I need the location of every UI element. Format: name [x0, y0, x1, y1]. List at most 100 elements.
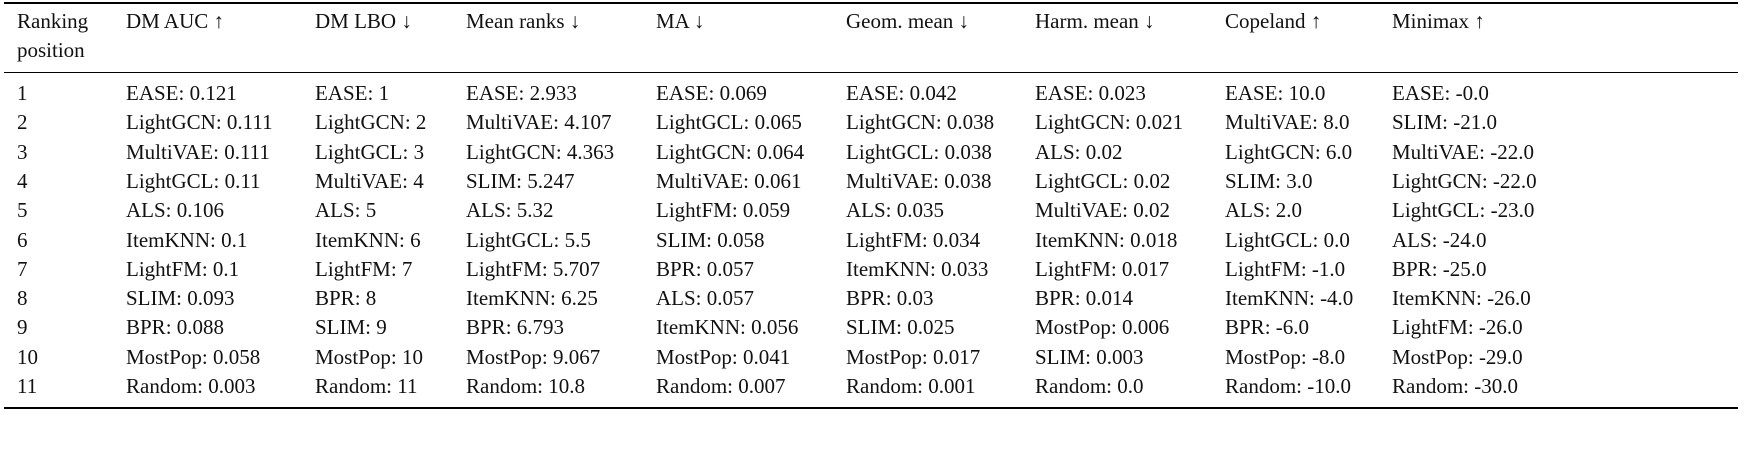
table-cell: ALS: 0.057	[656, 286, 755, 311]
table-cell: SLIM: 0.025	[846, 315, 955, 340]
table-cell: ALS: 5	[315, 198, 377, 223]
table-cell: EASE: 10.0	[1225, 81, 1326, 105]
table-cell: ALS: -24.0	[1392, 227, 1487, 252]
table-cell: ItemKNN: 6.25	[466, 286, 598, 311]
table-cell: LightFM: 7	[315, 256, 413, 281]
table-cell: EASE: 0.069	[656, 81, 767, 105]
column-header: Harm. mean ↓	[1035, 9, 1155, 33]
table-cell: SLIM: 0.058	[656, 227, 765, 252]
table-cell: LightGCL: 5.5	[466, 227, 591, 252]
table-cell: LightFM: 0.017	[1035, 256, 1170, 281]
table-cell: LightGCL: 3	[315, 139, 425, 164]
table-cell: MostPop: 0.017	[846, 344, 981, 369]
table-cell: Random: 0.001	[846, 374, 976, 398]
table-cell: ItemKNN: -26.0	[1392, 286, 1531, 311]
rank-cell: 1	[17, 81, 28, 105]
table-cell: SLIM: 3.0	[1225, 168, 1313, 193]
table-cell: ALS: 0.035	[846, 198, 945, 223]
table-cell: LightFM: 0.034	[846, 227, 981, 252]
table-cell: LightFM: 5.707	[466, 256, 601, 281]
table-cell: MostPop: -8.0	[1225, 344, 1346, 369]
table-cell: MultiVAE: 0.038	[846, 168, 992, 193]
table-cell: ALS: 5.32	[466, 198, 554, 223]
table-cell: MostPop: 0.041	[656, 344, 791, 369]
table-cell: Random: 0.003	[126, 374, 256, 398]
column-header: Minimax ↑	[1392, 9, 1485, 33]
table-cell: ItemKNN: 0.033	[846, 256, 989, 281]
column-header: Geom. mean ↓	[846, 9, 970, 33]
table-cell: Random: -10.0	[1225, 374, 1351, 398]
table-cell: SLIM: 0.093	[126, 286, 235, 311]
table-cell: ALS: 0.02	[1035, 139, 1123, 164]
table-cell: BPR: 0.03	[846, 286, 934, 311]
table-cell: LightFM: -26.0	[1392, 315, 1523, 340]
table-cell: MultiVAE: -22.0	[1392, 139, 1534, 164]
table-cell: ItemKNN: 0.056	[656, 315, 799, 340]
table-cell: LightGCL: 0.0	[1225, 227, 1350, 252]
table-cell: LightGCL: 0.02	[1035, 168, 1171, 193]
table-cell: MultiVAE: 0.02	[1035, 198, 1170, 223]
column-header: DM AUC ↑	[126, 9, 225, 33]
table-cell: LightGCL: 0.038	[846, 139, 992, 164]
table-cell: EASE: 0.121	[126, 81, 237, 105]
rank-cell: 9	[17, 315, 28, 340]
rank-cell: 4	[17, 168, 28, 193]
table-cell: MostPop: 9.067	[466, 344, 601, 369]
column-header: Mean ranks ↓	[466, 9, 581, 33]
table-cell: ItemKNN: 6	[315, 227, 421, 252]
table-cell: LightFM: -1.0	[1225, 256, 1346, 281]
table-cell: MultiVAE: 0.061	[656, 168, 802, 193]
table-cell: MostPop: 0.006	[1035, 315, 1170, 340]
table-cell: ALS: 2.0	[1225, 198, 1303, 223]
table-cell: LightGCN: 0.111	[126, 110, 273, 135]
rank-cell: 11	[17, 374, 38, 398]
table-cell: MostPop: 0.058	[126, 344, 261, 369]
table-cell: MostPop: -29.0	[1392, 344, 1523, 369]
column-header: DM LBO ↓	[315, 9, 412, 33]
table-cell: BPR: 0.088	[126, 315, 225, 340]
table-cell: BPR: -25.0	[1392, 256, 1487, 281]
table-cell: Random: -30.0	[1392, 374, 1518, 398]
rank-cell: 8	[17, 286, 28, 311]
rank-cell: 6	[17, 227, 28, 252]
table-cell: MultiVAE: 0.111	[126, 139, 270, 164]
table-cell: LightGCN: 0.038	[846, 110, 995, 135]
table-cell: MostPop: 10	[315, 344, 423, 369]
table-cell: LightGCN: -22.0	[1392, 168, 1537, 193]
rank-cell: 2	[17, 110, 28, 135]
rank-cell: 3	[17, 139, 28, 164]
table-cell: LightFM: 0.1	[126, 256, 240, 281]
mid-rule	[4, 72, 1738, 73]
table-cell: LightGCL: 0.11	[126, 168, 261, 193]
table-cell: SLIM: -21.0	[1392, 110, 1497, 135]
table-cell: BPR: 0.057	[656, 256, 755, 281]
table-cell: SLIM: 9	[315, 315, 387, 340]
table-cell: MultiVAE: 4	[315, 168, 424, 193]
rank-cell: 7	[17, 256, 28, 281]
table-cell: BPR: 8	[315, 286, 377, 311]
table-cell: Random: 0.007	[656, 374, 786, 398]
table-cell: LightGCL: -23.0	[1392, 198, 1535, 223]
table-cell: ItemKNN: 0.018	[1035, 227, 1178, 252]
table-cell: Random: 11	[315, 374, 418, 398]
table-cell: EASE: 2.933	[466, 81, 577, 105]
table-cell: ItemKNN: -4.0	[1225, 286, 1354, 311]
table-cell: BPR: 6.793	[466, 315, 565, 340]
column-header: Ranking position	[17, 9, 89, 62]
table-cell: EASE: 1	[315, 81, 390, 105]
table-cell: MultiVAE: 8.0	[1225, 110, 1350, 135]
column-header: Copeland ↑	[1225, 9, 1322, 33]
table-cell: ItemKNN: 0.1	[126, 227, 248, 252]
column-header: MA ↓	[656, 9, 705, 33]
table-cell: MultiVAE: 4.107	[466, 110, 612, 135]
table-cell: LightGCN: 0.064	[656, 139, 805, 164]
table-cell: LightGCN: 0.021	[1035, 110, 1184, 135]
table-cell: SLIM: 5.247	[466, 168, 575, 193]
table-cell: Random: 10.8	[466, 374, 585, 398]
table-cell: BPR: 0.014	[1035, 286, 1134, 311]
table-cell: EASE: 0.023	[1035, 81, 1146, 105]
bottom-rule	[4, 407, 1738, 409]
table-cell: LightGCN: 6.0	[1225, 139, 1353, 164]
rank-cell: 5	[17, 198, 28, 223]
